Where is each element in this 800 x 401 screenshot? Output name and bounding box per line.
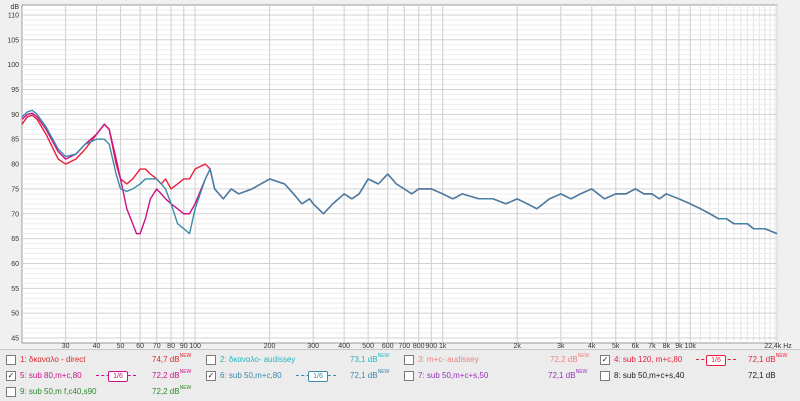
legend-db-6: 72,1 dBNEW	[350, 369, 390, 380]
legend-item-4[interactable]: ✓ 4: sub 120, m+c,80 1/6 72,1 dBNEW	[600, 352, 796, 368]
legend-checkbox-9[interactable]	[6, 387, 16, 397]
y-tick-label: 90	[11, 112, 19, 119]
series-line-6	[21, 109, 778, 235]
legend-name-9: 9: sub 50,m f,c40,s90	[20, 387, 97, 396]
legend-name-1: 1: δκαναλο - direct	[20, 355, 86, 364]
x-tick-label: 90	[180, 343, 188, 349]
x-tick-label: 70	[153, 343, 161, 349]
x-tick-label: 60	[136, 343, 144, 349]
y-tick-label: 100	[7, 62, 19, 69]
y-tick-label: 50	[11, 311, 19, 318]
y-tick-label: 75	[11, 186, 19, 193]
legend-checkbox-2[interactable]	[206, 355, 216, 365]
x-tick-label: 100	[189, 343, 201, 349]
y-tick-label: 85	[11, 137, 19, 144]
legend-db-1: 74,7 dBNEW	[152, 353, 192, 364]
legend-checkbox-8[interactable]	[600, 371, 610, 381]
y-tick-label: 60	[11, 261, 19, 268]
legend-item-5[interactable]: ✓ 5: sub 80,m+c,80 1/6 72,2 dBNEW	[6, 368, 196, 384]
y-tick-label: 70	[11, 211, 19, 218]
x-tick-label: 400	[338, 343, 350, 349]
smoothing-badge-5[interactable]: 1/6	[108, 371, 128, 382]
legend-name-2: 2: δκαναλο- audissey	[220, 355, 296, 364]
legend-item-3[interactable]: 3: m+c- audissey 72,2 dBNEW	[404, 352, 594, 368]
x-tick-label: 4k	[588, 343, 596, 349]
legend-db-4: 72,1 dBNEW	[748, 353, 788, 364]
legend-item-7[interactable]: 7: sub 50,m+c+s,50 72,1 dBNEW	[404, 368, 594, 384]
legend-checkbox-3[interactable]	[404, 355, 414, 365]
legend-checkbox-1[interactable]	[6, 355, 16, 365]
smoothing-badge-6[interactable]: 1/6	[308, 371, 328, 382]
legend-name-7: 7: sub 50,m+c+s,50	[418, 371, 489, 380]
x-tick-label: 600	[382, 343, 394, 349]
x-tick-label: 5k	[612, 343, 620, 349]
x-tick-label: 9k	[675, 343, 683, 349]
legend-checkbox-5[interactable]: ✓	[6, 371, 16, 381]
x-tick-label: 1k	[439, 343, 447, 349]
legend-db-7: 72,1 dBNEW	[548, 369, 588, 380]
smoothing-badge-4[interactable]: 1/6	[706, 355, 726, 366]
legend-name-4: 4: sub 120, m+c,80	[614, 355, 683, 364]
x-tick-label: 80	[167, 343, 175, 349]
x-tick-label: 300	[307, 343, 319, 349]
legend-checkbox-6[interactable]: ✓	[206, 371, 216, 381]
legend-db-9: 72,2 dBNEW	[152, 385, 192, 396]
x-tick-label: 8k	[663, 343, 671, 349]
x-tick-label: 2k	[514, 343, 522, 349]
x-tick-label: 200	[264, 343, 276, 349]
legend-item-6[interactable]: ✓ 6: sub 50,m+c,80 1/6 72,1 dBNEW	[206, 368, 396, 384]
x-tick-label: 10k	[685, 343, 697, 349]
legend-db-5: 72,2 dBNEW	[152, 369, 192, 380]
x-tick-label: 6k	[632, 343, 640, 349]
x-tick-label: 30	[62, 343, 70, 349]
legend-name-3: 3: m+c- audissey	[418, 355, 479, 364]
legend-checkbox-7[interactable]	[404, 371, 414, 381]
legend-item-9[interactable]: 9: sub 50,m f,c40,s90 72,2 dBNEW	[6, 384, 196, 400]
x-tick-label: 800	[413, 343, 425, 349]
x-tick-label: 40	[93, 343, 101, 349]
y-tick-label: 105	[7, 37, 19, 44]
x-tick-label: 900	[425, 343, 437, 349]
legend-name-5: 5: sub 80,m+c,80	[20, 371, 82, 380]
x-tick-label: 500	[362, 343, 374, 349]
legend-db-2: 73,1 dBNEW	[350, 353, 390, 364]
legend-name-8: 8: sub 50,m+c+s,40	[614, 371, 685, 380]
y-unit-label: dB	[10, 4, 19, 11]
legend-checkbox-4[interactable]: ✓	[600, 355, 610, 365]
y-tick-label: 80	[11, 162, 19, 169]
legend-item-2[interactable]: 2: δκαναλο- audissey 73,1 dBNEW	[206, 352, 396, 368]
y-tick-label: 95	[11, 87, 19, 94]
legend-db-8: 72,1 dB	[748, 371, 776, 380]
legend-name-6: 6: sub 50,m+c,80	[220, 371, 282, 380]
x-tick-label: 3k	[557, 343, 565, 349]
x-tick-label: 700	[398, 343, 410, 349]
legend-panel: 1: δκαναλο - direct 74,7 dBNEW 2: δκαναλ…	[0, 349, 800, 401]
x-tick-label: 7k	[648, 343, 656, 349]
legend-db-3: 72,2 dBNEW	[550, 353, 590, 364]
y-tick-label: 110	[8, 12, 19, 19]
x-tick-label: 22,4k Hz	[764, 343, 792, 349]
y-tick-label: 55	[11, 286, 19, 293]
frequency-response-graph[interactable]: 30 40 50 60 70 80 90 100 200 300 400 500 600 700 800 90…	[0, 0, 800, 349]
x-tick-label: 50	[117, 343, 125, 349]
legend-item-8[interactable]: 8: sub 50,m+c+s,40 72,1 dB	[600, 368, 796, 384]
y-tick-label: 45	[11, 336, 19, 343]
y-tick-label: 65	[11, 236, 19, 243]
legend-item-1[interactable]: 1: δκαναλο - direct 74,7 dBNEW	[6, 352, 196, 368]
